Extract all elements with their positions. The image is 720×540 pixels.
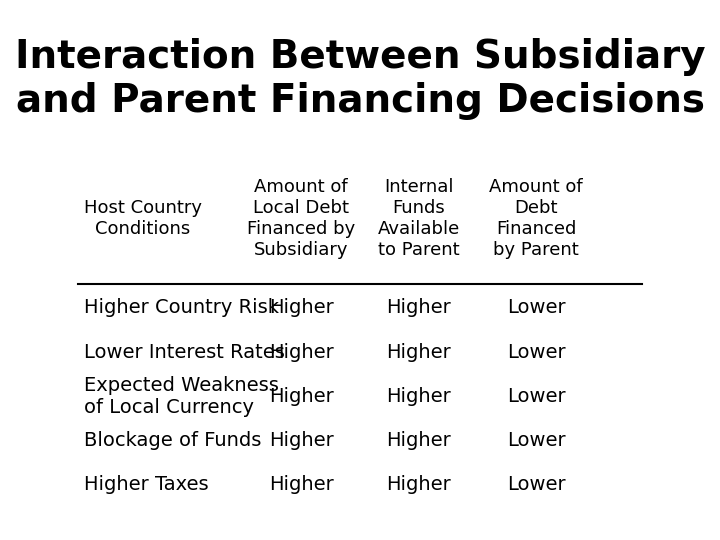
Text: Higher: Higher [269,342,333,362]
Text: Lower: Lower [507,387,565,406]
Text: Higher Taxes: Higher Taxes [84,475,209,495]
Text: Higher: Higher [269,475,333,495]
Text: Expected Weakness
of Local Currency: Expected Weakness of Local Currency [84,376,279,417]
Text: Amount of
Local Debt
Financed by
Subsidiary: Amount of Local Debt Financed by Subsidi… [247,179,356,259]
Text: Lower: Lower [507,342,565,362]
Text: Higher: Higher [269,387,333,406]
Text: Higher: Higher [387,387,451,406]
Text: Higher: Higher [387,431,451,450]
Text: Interaction Between Subsidiary
and Parent Financing Decisions: Interaction Between Subsidiary and Paren… [14,38,706,120]
Text: Higher: Higher [269,298,333,318]
Text: Lower: Lower [507,298,565,318]
Text: Lower: Lower [507,475,565,495]
Text: Amount of
Debt
Financed
by Parent: Amount of Debt Financed by Parent [490,179,583,259]
Text: Lower Interest Rates: Lower Interest Rates [84,342,285,362]
Text: Blockage of Funds: Blockage of Funds [84,431,261,450]
Text: Host Country
Conditions: Host Country Conditions [84,199,202,238]
Text: Higher: Higher [387,342,451,362]
Text: Higher: Higher [269,431,333,450]
Text: Internal
Funds
Available
to Parent: Internal Funds Available to Parent [377,179,460,259]
Text: Higher Country Risk: Higher Country Risk [84,298,279,318]
Text: Higher: Higher [387,298,451,318]
Text: Higher: Higher [387,475,451,495]
Text: Lower: Lower [507,431,565,450]
